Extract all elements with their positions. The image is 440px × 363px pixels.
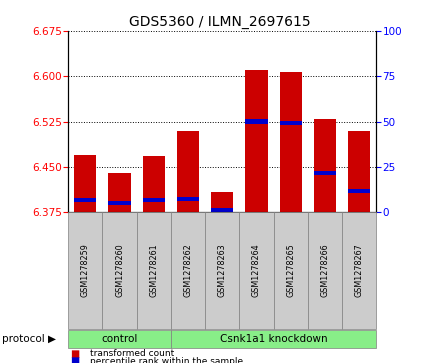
Bar [314,119,336,212]
Text: GSM1278265: GSM1278265 [286,244,295,297]
Bar [211,208,233,213]
Text: GSM1278267: GSM1278267 [355,244,363,297]
Bar [108,173,131,212]
Bar [348,131,370,212]
Bar [177,197,199,201]
Text: GSM1278266: GSM1278266 [320,244,330,297]
Text: GSM1278259: GSM1278259 [81,244,90,297]
Text: control: control [101,334,138,344]
Bar [74,155,96,212]
Text: GSM1278260: GSM1278260 [115,244,124,297]
Text: GSM1278261: GSM1278261 [149,244,158,297]
Bar [348,189,370,193]
Text: protocol ▶: protocol ▶ [2,334,56,344]
Text: ■: ■ [70,356,80,363]
Bar [143,198,165,203]
Bar [143,156,165,212]
Text: GSM1278262: GSM1278262 [183,244,192,297]
Bar [279,121,302,125]
Bar [211,192,233,212]
Text: GSM1278264: GSM1278264 [252,244,261,297]
Bar [74,198,96,203]
Text: GDS5360 / ILMN_2697615: GDS5360 / ILMN_2697615 [129,15,311,29]
Text: percentile rank within the sample: percentile rank within the sample [90,357,243,363]
Text: Csnk1a1 knockdown: Csnk1a1 knockdown [220,334,327,344]
Text: ■: ■ [70,349,80,359]
Bar [279,72,302,212]
Text: transformed count: transformed count [90,350,174,358]
Bar [314,171,336,175]
Bar [177,131,199,212]
Text: GSM1278263: GSM1278263 [218,244,227,297]
Bar [108,201,131,205]
Bar [246,70,268,212]
Bar [246,119,268,124]
